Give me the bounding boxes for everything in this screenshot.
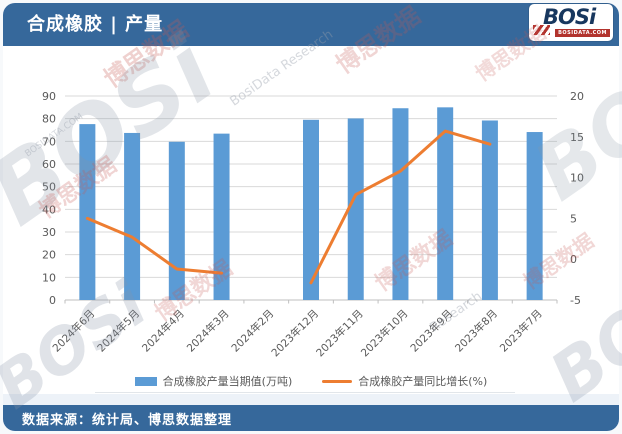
- y-right-tick-label: 20: [570, 90, 584, 103]
- y-left-tick-label: 60: [42, 158, 56, 171]
- chart-legend: 合成橡胶产量当期值(万吨) 合成橡胶产量同比增长(%): [0, 373, 622, 389]
- y-left-tick-label: 50: [42, 181, 56, 194]
- x-tick-label: 2023年12月: [269, 307, 321, 359]
- bar: [124, 132, 141, 300]
- x-tick-label: 2024年3月: [184, 307, 232, 355]
- line-series-swatch-icon: [322, 379, 353, 383]
- x-tick-label: 2024年5月: [95, 307, 143, 355]
- x-tick-label: 2024年6月: [50, 307, 98, 355]
- legend-bar-label: 合成橡胶产量当期值(万吨): [162, 375, 293, 388]
- y-right-tick-label: 15: [570, 131, 584, 144]
- y-left-tick-label: 40: [42, 203, 56, 216]
- y-left-tick-label: 70: [42, 135, 56, 148]
- legend-line-label: 合成橡胶产量同比增长(%): [358, 375, 488, 388]
- legend-item-line: 合成橡胶产量同比增长(%): [322, 373, 487, 389]
- footer-gap-strip: [3, 394, 619, 405]
- x-tick-label: 2024年4月: [139, 307, 187, 355]
- bosi-logo-text: BOSi: [543, 5, 596, 29]
- page-title: 合成橡胶 | 产量: [27, 14, 164, 35]
- bosi-logo-domain: BOSIDATA.COM: [555, 29, 610, 37]
- x-tick-label: 2023年11月: [313, 307, 365, 359]
- bar: [347, 118, 364, 300]
- growth-line: [309, 129, 492, 285]
- bar: [168, 141, 185, 300]
- y-right-tick-label: 0: [570, 253, 577, 266]
- x-tick-label: 2023年9月: [408, 307, 456, 355]
- bar: [392, 108, 409, 301]
- data-source-text: 数据来源：统计局、博思数据整理: [22, 413, 233, 428]
- bar: [526, 132, 543, 300]
- y-left-tick-label: 0: [49, 294, 56, 307]
- bar: [213, 133, 230, 300]
- y-left-tick-label: 20: [42, 249, 56, 262]
- bar: [437, 107, 454, 300]
- y-right-tick-label: 5: [570, 212, 577, 225]
- x-tick-label: 2024年2月: [229, 307, 277, 355]
- y-left-tick-label: 10: [42, 271, 56, 284]
- bar: [79, 124, 96, 301]
- y-left-tick-label: 30: [42, 226, 56, 239]
- bosi-logo: BOSi BOSIDATA.COM: [529, 4, 613, 41]
- header-bar: [3, 3, 619, 46]
- bar-series-swatch-icon: [134, 376, 157, 386]
- bosi-logo-stripes-icon: [533, 25, 550, 35]
- y-left-tick-label: 90: [42, 90, 56, 103]
- growth-line: [85, 216, 224, 275]
- legend-item-bar: 合成橡胶产量当期值(万吨): [134, 373, 293, 389]
- x-tick-label: 2023年8月: [452, 307, 500, 355]
- x-tick-label: 2023年7月: [497, 307, 545, 355]
- y-left-tick-label: 80: [42, 113, 56, 126]
- chart-bottom-border: [95, 392, 515, 393]
- y-right-tick-label: -5: [570, 294, 581, 307]
- x-tick-label: 2023年10月: [358, 307, 410, 359]
- bar: [481, 120, 498, 300]
- footer-bar: [3, 405, 619, 431]
- bar: [303, 119, 319, 300]
- y-right-tick-label: 10: [570, 172, 584, 185]
